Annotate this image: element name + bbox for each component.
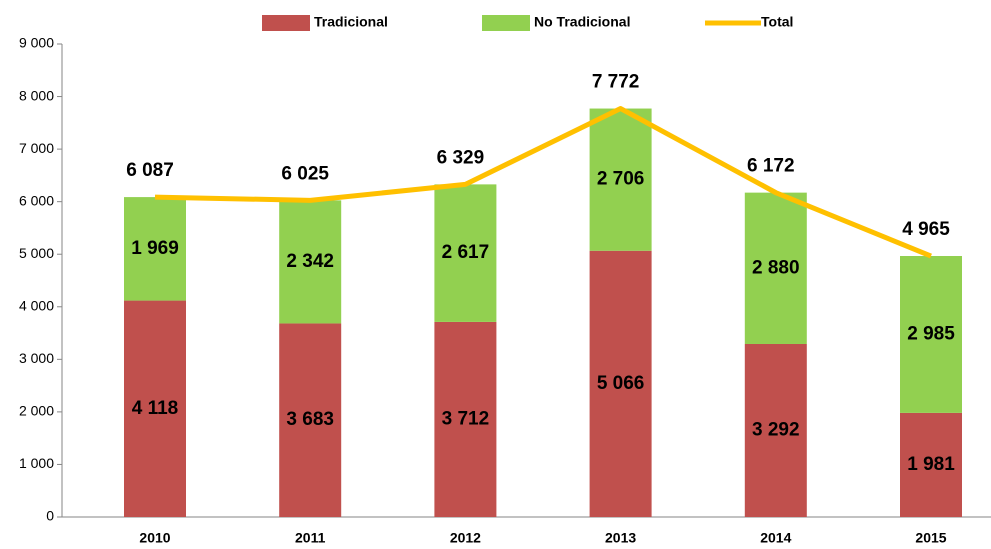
value-label: 3 292 bbox=[752, 420, 800, 441]
bar-segment bbox=[744, 192, 807, 344]
total-label: 6 087 bbox=[126, 160, 174, 181]
value-label: 2 880 bbox=[752, 257, 800, 278]
legend-label: Total bbox=[761, 14, 793, 30]
legend-label: Tradicional bbox=[314, 14, 388, 30]
y-tick-label: 7 000 bbox=[19, 140, 54, 156]
bar-segment bbox=[279, 323, 342, 517]
x-tick-label: 2011 bbox=[295, 530, 326, 546]
value-label: 1 969 bbox=[131, 238, 179, 259]
legend-swatch bbox=[482, 15, 530, 31]
total-line bbox=[154, 106, 932, 259]
total-label: 6 025 bbox=[281, 163, 329, 184]
bar-segment bbox=[900, 256, 962, 413]
value-label: 3 683 bbox=[286, 409, 334, 430]
bar-segment bbox=[744, 343, 807, 517]
bar-segment bbox=[900, 412, 962, 517]
y-tick-label: 8 000 bbox=[19, 87, 54, 103]
y-tick-label: 9 000 bbox=[19, 35, 54, 51]
y-tick-label: 2 000 bbox=[19, 403, 54, 419]
y-tick-label: 3 000 bbox=[19, 350, 54, 366]
bar-segment bbox=[279, 200, 342, 324]
value-label: 2 985 bbox=[907, 323, 955, 344]
x-tick-label: 2012 bbox=[450, 530, 481, 546]
value-label: 4 118 bbox=[132, 398, 179, 419]
legend-swatch bbox=[262, 15, 310, 31]
total-label: 6 329 bbox=[437, 147, 485, 168]
value-label: 5 066 bbox=[597, 373, 645, 394]
y-tick-label: 0 bbox=[46, 508, 54, 524]
total-label: 6 172 bbox=[747, 156, 795, 177]
bar-segment bbox=[434, 184, 497, 322]
y-tick-label: 6 000 bbox=[19, 192, 54, 208]
y-tick-label: 4 000 bbox=[19, 297, 54, 313]
total-label: 4 965 bbox=[902, 219, 950, 240]
bar-segment bbox=[124, 197, 186, 301]
value-label: 2 617 bbox=[442, 242, 490, 263]
x-tick-label: 2015 bbox=[915, 530, 946, 546]
x-tick-label: 2010 bbox=[139, 530, 170, 546]
x-tick-label: 2013 bbox=[605, 530, 636, 546]
value-label: 3 712 bbox=[442, 408, 490, 429]
total-label: 7 772 bbox=[592, 72, 640, 93]
x-tick-label: 2014 bbox=[760, 530, 791, 546]
value-label: 1 981 bbox=[907, 454, 955, 475]
bar-segment bbox=[589, 250, 652, 518]
y-tick-label: 1 000 bbox=[19, 455, 54, 471]
legend-label: No Tradicional bbox=[534, 14, 630, 30]
bar-segment bbox=[124, 300, 186, 517]
value-label: 2 706 bbox=[597, 169, 645, 190]
value-label: 2 342 bbox=[286, 251, 334, 272]
bar-segment bbox=[589, 108, 652, 251]
y-tick-label: 5 000 bbox=[19, 245, 54, 261]
bar-segment bbox=[434, 321, 497, 517]
